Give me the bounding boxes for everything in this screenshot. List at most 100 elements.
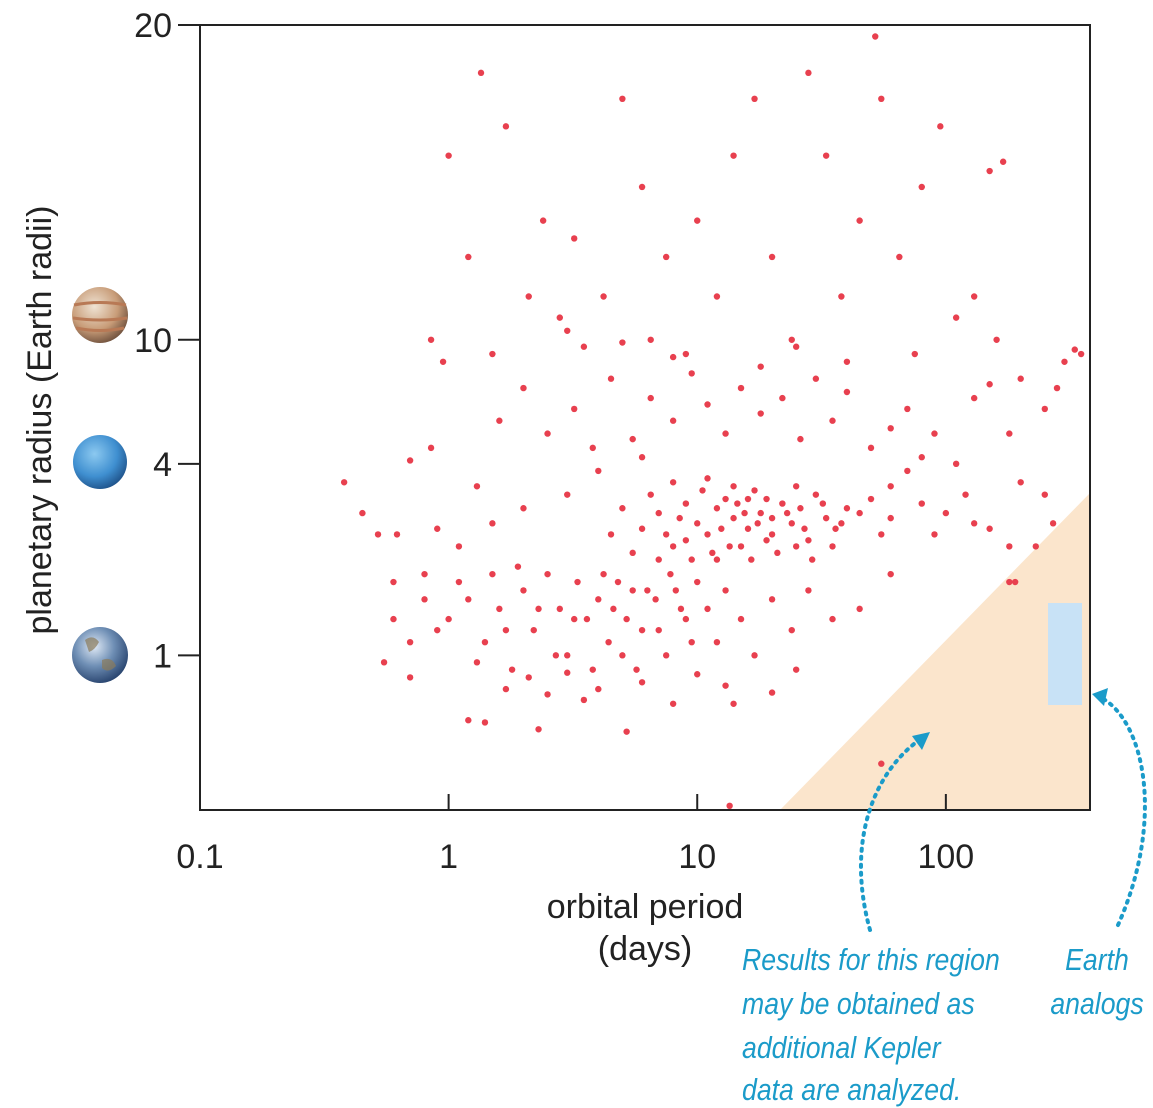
point	[748, 556, 754, 562]
point	[540, 217, 546, 223]
point	[763, 537, 769, 543]
point	[789, 520, 795, 526]
point	[730, 152, 736, 158]
point	[465, 254, 471, 260]
point	[648, 491, 654, 497]
point	[608, 376, 614, 382]
point	[704, 475, 710, 481]
point	[789, 627, 795, 633]
point	[482, 639, 488, 645]
y-axis-label: planetary radius (Earth radii)	[21, 206, 59, 635]
point	[714, 293, 720, 299]
point	[648, 337, 654, 343]
point	[571, 235, 577, 241]
point	[694, 579, 700, 585]
point	[482, 719, 488, 725]
point	[751, 96, 757, 102]
point	[515, 563, 521, 569]
point	[670, 543, 676, 549]
point	[694, 671, 700, 677]
point	[1000, 159, 1006, 165]
point	[595, 686, 601, 692]
point	[769, 254, 775, 260]
point	[600, 571, 606, 577]
point	[726, 543, 732, 549]
point	[445, 616, 451, 622]
point	[683, 616, 689, 622]
point	[652, 596, 658, 602]
point	[434, 627, 440, 633]
point	[722, 430, 728, 436]
point	[730, 701, 736, 707]
point	[738, 543, 744, 549]
point	[844, 389, 850, 395]
point	[421, 596, 427, 602]
annotation-main: Results for this region may be obtained …	[742, 943, 1000, 1107]
point	[887, 483, 893, 489]
point	[726, 803, 732, 809]
point	[557, 606, 563, 612]
point	[1050, 520, 1056, 526]
point	[844, 359, 850, 365]
point	[564, 670, 570, 676]
point	[688, 370, 694, 376]
point	[730, 515, 736, 521]
point	[769, 596, 775, 602]
point	[1033, 543, 1039, 549]
point	[971, 395, 977, 401]
point	[704, 606, 710, 612]
point	[445, 152, 451, 158]
point	[789, 337, 795, 343]
point	[509, 666, 515, 672]
point	[581, 697, 587, 703]
point	[844, 505, 850, 511]
point	[639, 526, 645, 532]
point	[868, 445, 874, 451]
point	[758, 363, 764, 369]
point	[544, 571, 550, 577]
point	[838, 293, 844, 299]
point	[931, 531, 937, 537]
point	[407, 639, 413, 645]
point	[590, 666, 596, 672]
point	[639, 184, 645, 190]
point	[648, 395, 654, 401]
point	[619, 652, 625, 658]
point	[763, 496, 769, 502]
x-axis-label: (days)	[598, 930, 692, 968]
point	[856, 217, 862, 223]
point	[667, 571, 673, 577]
point	[544, 691, 550, 697]
point	[774, 550, 780, 556]
point	[571, 616, 577, 622]
point	[531, 627, 537, 633]
point	[722, 587, 728, 593]
point	[608, 531, 614, 537]
point	[676, 515, 682, 521]
point	[496, 606, 502, 612]
x-axis-label: orbital period	[547, 888, 744, 926]
point	[465, 596, 471, 602]
point	[738, 616, 744, 622]
point	[919, 500, 925, 506]
point	[595, 596, 601, 602]
point	[823, 152, 829, 158]
point	[738, 385, 744, 391]
point	[670, 701, 676, 707]
point	[564, 328, 570, 334]
point	[878, 761, 884, 767]
point	[390, 579, 396, 585]
point	[619, 96, 625, 102]
point	[688, 639, 694, 645]
point	[663, 254, 669, 260]
point	[937, 123, 943, 129]
point	[699, 487, 705, 493]
point	[714, 639, 720, 645]
point	[758, 410, 764, 416]
point	[779, 500, 785, 506]
point	[797, 436, 803, 442]
point	[683, 351, 689, 357]
point	[670, 418, 676, 424]
point	[526, 674, 532, 680]
annotation-line: analogs	[1050, 987, 1143, 1021]
